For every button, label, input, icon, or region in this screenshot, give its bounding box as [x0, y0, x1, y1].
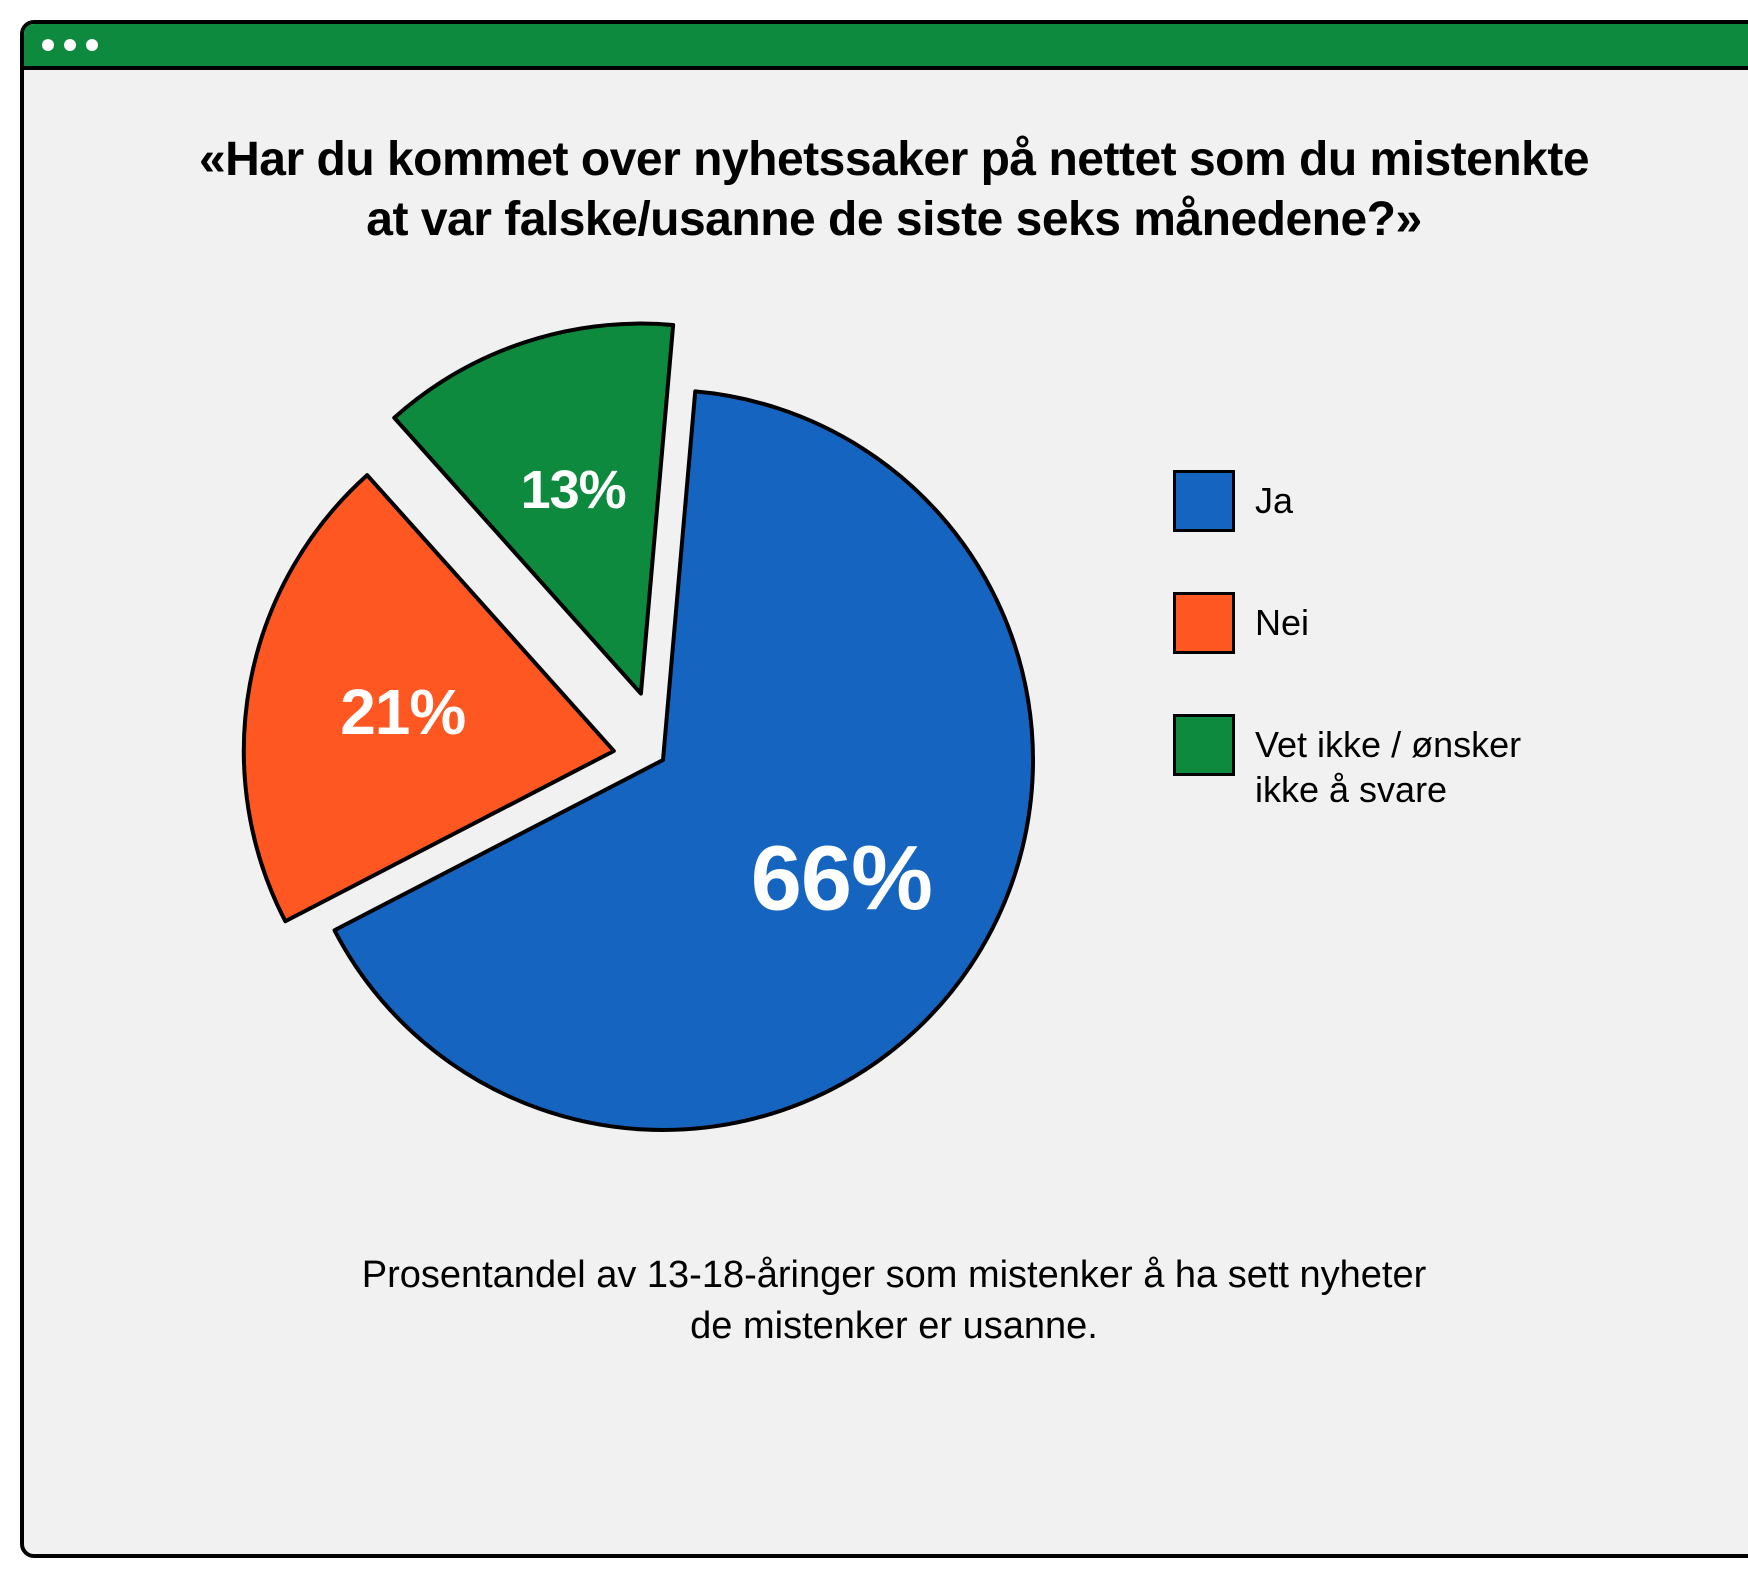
legend: Ja Nei Vet ikke / ønsker ikke å svare	[1173, 470, 1595, 812]
window-dot-icon	[42, 39, 54, 51]
pie-slice-label: 21%	[340, 675, 465, 749]
legend-item: Vet ikke / ønsker ikke å svare	[1173, 714, 1595, 812]
chart-area: 66% 21% 13% Ja Nei Vet ikke / ønsker ikke å …	[94, 290, 1694, 1190]
legend-label: Nei	[1255, 592, 1309, 645]
legend-swatch	[1173, 714, 1235, 776]
legend-item: Nei	[1173, 592, 1595, 654]
window-dot-icon	[64, 39, 76, 51]
legend-swatch	[1173, 470, 1235, 532]
pie-chart: 66% 21% 13%	[193, 290, 1093, 1190]
pie-slice-label: 66%	[751, 827, 932, 932]
legend-swatch	[1173, 592, 1235, 654]
legend-item: Ja	[1173, 470, 1595, 532]
legend-label: Vet ikke / ønsker ikke å svare	[1255, 714, 1595, 812]
chart-content: «Har du kommet over nyhetssaker på nette…	[24, 70, 1748, 1554]
window-dot-icon	[86, 39, 98, 51]
browser-window: «Har du kommet over nyhetssaker på nette…	[20, 20, 1748, 1558]
chart-title: «Har du kommet over nyhetssaker på nette…	[194, 130, 1594, 250]
pie-slice-label: 13%	[521, 459, 626, 521]
legend-label: Ja	[1255, 470, 1293, 523]
window-titlebar	[24, 24, 1748, 70]
chart-caption: Prosentandel av 13-18-åringer som misten…	[344, 1250, 1444, 1353]
